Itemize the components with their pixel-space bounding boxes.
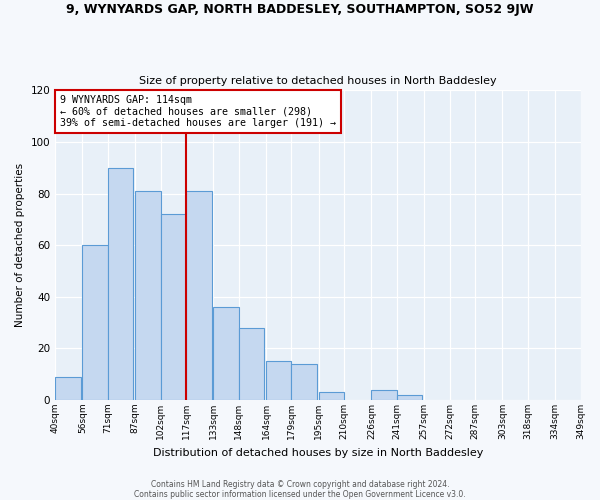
Bar xyxy=(319,392,344,400)
X-axis label: Distribution of detached houses by size in North Baddesley: Distribution of detached houses by size … xyxy=(152,448,483,458)
Bar xyxy=(371,390,397,400)
Bar xyxy=(186,191,212,400)
Bar xyxy=(397,395,422,400)
Bar xyxy=(108,168,133,400)
Text: 9 WYNYARDS GAP: 114sqm
← 60% of detached houses are smaller (298)
39% of semi-de: 9 WYNYARDS GAP: 114sqm ← 60% of detached… xyxy=(61,95,337,128)
Bar xyxy=(213,307,239,400)
Bar xyxy=(161,214,186,400)
Title: Size of property relative to detached houses in North Baddesley: Size of property relative to detached ho… xyxy=(139,76,497,86)
Bar xyxy=(82,245,108,400)
Bar xyxy=(292,364,317,400)
Text: Contains HM Land Registry data © Crown copyright and database right 2024.
Contai: Contains HM Land Registry data © Crown c… xyxy=(134,480,466,499)
Bar xyxy=(239,328,264,400)
Bar xyxy=(266,362,292,400)
Bar xyxy=(55,377,80,400)
Y-axis label: Number of detached properties: Number of detached properties xyxy=(15,163,25,328)
Bar xyxy=(135,191,161,400)
Text: 9, WYNYARDS GAP, NORTH BADDESLEY, SOUTHAMPTON, SO52 9JW: 9, WYNYARDS GAP, NORTH BADDESLEY, SOUTHA… xyxy=(66,2,534,16)
